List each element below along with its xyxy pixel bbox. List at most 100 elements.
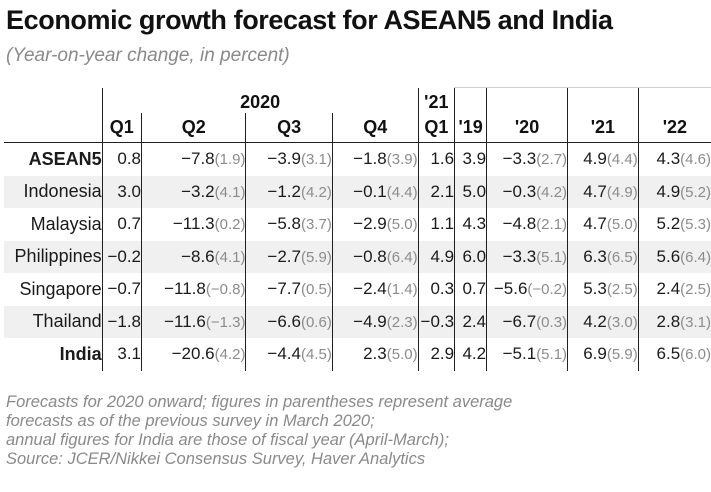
table-cell: −6.6(0.6) (245, 305, 333, 338)
table-cell: 1.1 (417, 208, 455, 241)
footnote-line: annual figures for India are those of fi… (6, 431, 449, 449)
table-cell: −4.8(2.1) (486, 208, 568, 241)
table-cell: 0.8 (101, 142, 142, 176)
cell-value: −0.1 (353, 181, 387, 201)
cell-previous-forecast: (6.4) (680, 248, 711, 266)
table-row: Thailand −1.8 −11.6(−1.3) −6.6(0.6) −4.9(2.3… (4, 305, 711, 338)
cell-previous-forecast: (−0.2) (527, 281, 568, 299)
cell-value: 0.7 (117, 214, 141, 234)
table-cell: −0.1(4.4) (331, 175, 419, 208)
cell-previous-forecast: (5.0) (386, 346, 418, 364)
cell-value: 5.6 (656, 246, 681, 266)
header-group-21: '21 (417, 87, 455, 113)
cell-value: 4.9 (656, 181, 681, 201)
cell-value: −8.6 (181, 246, 215, 266)
table-cell: −5.1(5.1) (486, 338, 568, 371)
table-cell: −4.4(4.5) (245, 338, 333, 371)
cell-value: 4.9 (583, 149, 607, 169)
header-row-years: 2020 '21 (4, 87, 711, 113)
cell-value: 4.3 (462, 214, 487, 234)
column-header: '19 (454, 113, 487, 143)
table-cell: 2.4 (454, 305, 487, 338)
table-cell: −3.9(3.1) (245, 142, 333, 176)
cell-value: 1.6 (430, 149, 455, 169)
row-label: Singapore (19, 278, 102, 299)
cell-previous-forecast: (3.0) (606, 313, 638, 331)
table-row: Philippines −0.2 −8.6(4.1) −2.7(5.9) −0.8(6.… (4, 240, 711, 273)
cell-previous-forecast: (5.3) (680, 216, 711, 234)
cell-value: −11.8 (164, 279, 206, 299)
cell-value: 2.4 (656, 279, 681, 299)
cell-value: 0.8 (117, 149, 141, 169)
row-label: ASEAN5 (28, 148, 102, 169)
cell-previous-forecast: (0.2) (214, 216, 246, 234)
cell-previous-forecast: (4.1) (214, 248, 246, 266)
cell-previous-forecast: (4.4) (606, 151, 638, 169)
table-cell: 4.9 (417, 240, 455, 273)
header-annual-spacer (454, 87, 487, 113)
table-cell: −0.7 (101, 273, 142, 306)
cell-value: −4.8 (502, 214, 537, 234)
footnote: Forecasts for 2020 onward; figures in pa… (6, 393, 706, 469)
cell-previous-forecast: (4.2) (536, 183, 568, 201)
header-annual-spacer (637, 87, 711, 113)
cell-value: −6.7 (502, 311, 537, 331)
table-cell: 6.5(6.0) (637, 338, 711, 371)
cell-value: −20.6 (171, 344, 215, 364)
cell-value: 1.1 (430, 214, 455, 234)
cell-value: −0.3 (502, 181, 537, 201)
column-header: Q3 (245, 113, 333, 143)
footnote-line: Forecasts for 2020 onward; figures in pa… (6, 393, 513, 411)
cell-value: −11.6 (164, 311, 206, 331)
cell-value: 2.9 (430, 344, 455, 364)
cell-previous-forecast: (0.6) (300, 313, 332, 331)
cell-previous-forecast: (4.4) (386, 183, 418, 201)
cell-value: −4.4 (267, 344, 301, 364)
cell-previous-forecast: (3.1) (300, 151, 332, 169)
cell-value: 5.3 (583, 279, 607, 299)
cell-value: 4.7 (583, 214, 607, 234)
table-cell: 5.6(6.4) (637, 240, 711, 273)
table-cell: 4.9(4.4) (567, 142, 639, 176)
row-label: India (59, 343, 102, 364)
cell-value: 4.9 (430, 246, 455, 266)
footnote-line: Source: JCER/Nikkei Consensus Survey, Ha… (6, 450, 426, 468)
cell-previous-forecast: (3.9) (386, 151, 418, 169)
cell-value: 3.1 (117, 344, 141, 364)
table-body: ASEAN5 0.8 −7.8(1.9) −3.9(3.1) −1.8(3.9) 1.6 3… (4, 142, 711, 371)
table-row: Indonesia 3.0 −3.2(4.1) −1.2(4.2) −0.1(4.4) 2… (4, 175, 711, 208)
column-header: Q1 (101, 113, 142, 143)
cell-previous-forecast: (5.1) (536, 346, 568, 364)
header-annual-spacer (486, 87, 568, 113)
table-cell: −11.6(−1.3) (140, 305, 246, 338)
cell-previous-forecast: (4.2) (300, 183, 332, 201)
cell-previous-forecast: (4.1) (214, 183, 246, 201)
table-cell: 1.6 (417, 142, 455, 176)
table-cell: −7.7(0.5) (245, 273, 333, 306)
cell-value: −3.9 (267, 149, 301, 169)
chart-subtitle: (Year-on-year change, in percent) (6, 45, 290, 66)
cell-previous-forecast: (0.3) (536, 313, 568, 331)
table-cell: −0.8(6.4) (331, 240, 419, 273)
cell-value: −5.8 (267, 214, 301, 234)
cell-value: 3.9 (462, 149, 487, 169)
table-cell: 4.7(4.9) (567, 175, 639, 208)
table-cell: −0.2 (101, 240, 142, 273)
cell-previous-forecast: (2.1) (536, 216, 568, 234)
header-group-2020: 2020 (101, 87, 419, 113)
cell-value: −5.1 (502, 344, 537, 364)
cell-previous-forecast: (4.5) (300, 346, 332, 364)
column-header: Q2 (140, 113, 246, 143)
header-row-periods: Q1 Q2 Q3 Q4 Q1 '19 '20 '21 '22 (4, 113, 711, 143)
cell-previous-forecast: (1.4) (386, 281, 418, 299)
cell-value: −2.4 (353, 279, 387, 299)
cell-previous-forecast: (5.9) (606, 346, 638, 364)
cell-value: 2.4 (462, 311, 487, 331)
table-cell: −1.8(3.9) (331, 142, 419, 176)
table-cell: −7.8(1.9) (140, 142, 246, 176)
table-cell: −3.2(4.1) (140, 175, 246, 208)
table-cell: 0.3 (417, 273, 455, 306)
table-cell: 2.3(5.0) (331, 338, 419, 371)
column-header: Q4 (331, 113, 419, 143)
table-cell: 2.1 (417, 175, 455, 208)
